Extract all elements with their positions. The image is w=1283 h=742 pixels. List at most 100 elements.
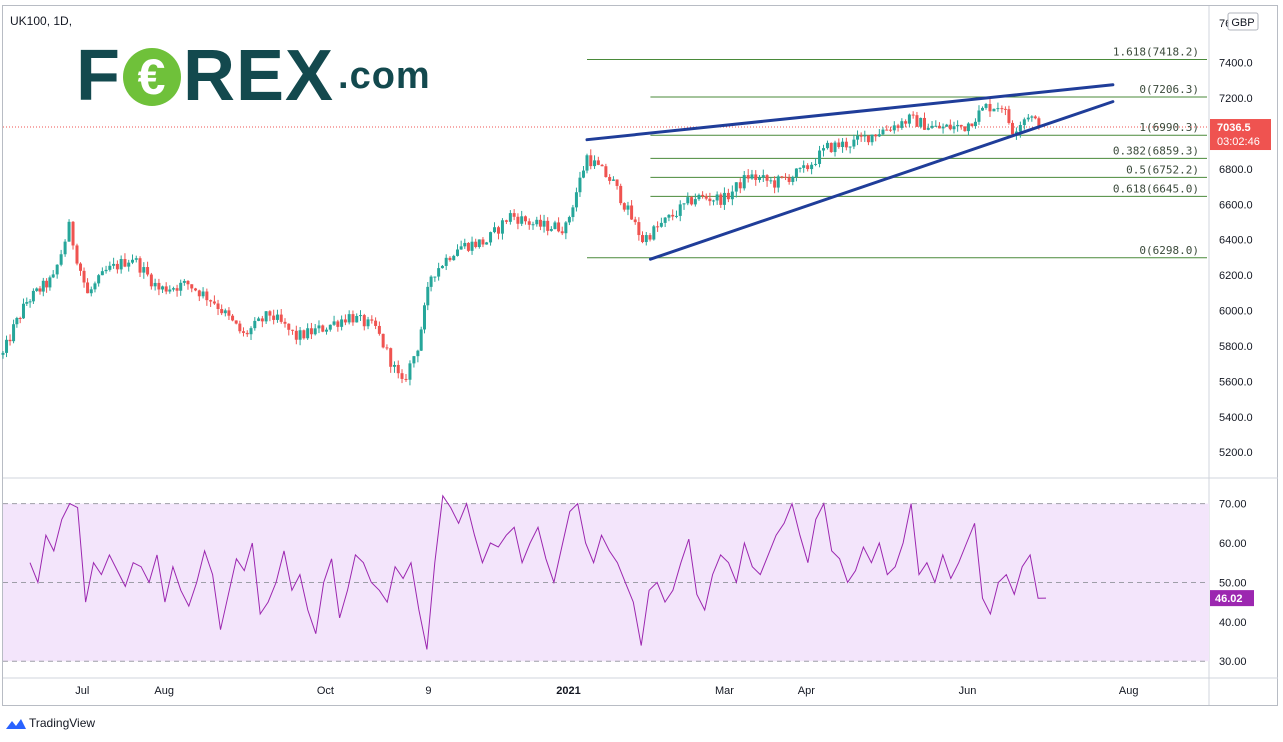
candle-body <box>306 328 310 339</box>
candle-body <box>977 110 981 122</box>
candle-body <box>611 179 615 181</box>
candle-body <box>194 288 198 291</box>
last-price-label: 7036.5 <box>1217 122 1251 134</box>
price-tick-label: 7200.0 <box>1219 93 1253 105</box>
candlestick-series <box>1 99 1041 386</box>
rsi-value-label: 46.02 <box>1215 593 1243 605</box>
candle-body <box>773 180 777 188</box>
rsi-tick-label: 70.00 <box>1219 499 1247 511</box>
candle-body <box>648 235 652 240</box>
candle-body <box>444 257 448 266</box>
candle-body <box>1030 116 1034 118</box>
candle-body <box>690 197 694 205</box>
candle-body <box>697 194 701 200</box>
candle-body <box>996 108 1000 110</box>
candle-body <box>504 220 508 222</box>
candle-body <box>630 205 634 220</box>
time-tick-label: Apr <box>798 685 815 697</box>
candle-body <box>919 117 923 127</box>
candle-body <box>907 114 911 124</box>
fib-level-label: 0(6298.0) <box>1139 244 1199 257</box>
candle-body <box>531 224 535 226</box>
candle-body <box>889 129 893 131</box>
candle-body <box>212 301 216 304</box>
candle-body <box>75 245 79 264</box>
candle-body <box>667 214 671 218</box>
logo-dotcom: .com <box>338 55 431 97</box>
candle-body <box>48 277 52 288</box>
candle-body <box>470 241 474 251</box>
candle-body <box>358 315 362 317</box>
symbol-title: UK100, 1D, <box>10 14 73 28</box>
currency-badge[interactable] <box>1227 12 1259 31</box>
countdown-label: 03:02:46 <box>1217 136 1260 148</box>
candle-body <box>164 286 168 292</box>
candle-body <box>416 350 420 357</box>
candle-body <box>138 258 142 273</box>
candle-body <box>571 207 575 218</box>
candle-body <box>45 280 49 288</box>
time-tick-label: Aug <box>154 685 174 697</box>
candle-body <box>302 330 306 339</box>
fib-level-label: 1(6990.3) <box>1139 121 1199 134</box>
candle-body <box>412 356 416 364</box>
candle-body <box>1033 116 1037 119</box>
candle-body <box>186 280 190 285</box>
candle-body <box>86 282 90 294</box>
price-tick-label: 6600.0 <box>1219 199 1253 211</box>
candle-body <box>520 216 524 224</box>
candle-body <box>915 115 919 127</box>
candle-body <box>926 127 930 130</box>
candle-body <box>201 291 205 297</box>
candle-body <box>493 227 497 233</box>
candle-body <box>182 280 186 283</box>
candle-body <box>564 222 568 234</box>
candle-body <box>220 309 224 314</box>
time-tick-label: Mar <box>715 685 734 697</box>
candle-body <box>542 220 546 227</box>
candle-body <box>291 329 295 331</box>
candle-body <box>652 226 656 240</box>
candle-body <box>426 286 430 306</box>
candle-body <box>512 213 516 217</box>
fib-level-label: 0(7206.3) <box>1139 83 1199 96</box>
candle-body <box>1 352 5 355</box>
candle-body <box>712 200 716 202</box>
candle-body <box>197 290 201 297</box>
candle-body <box>663 217 667 223</box>
candle-body <box>1018 125 1022 132</box>
candle-body <box>956 124 960 127</box>
candle-body <box>1007 109 1011 123</box>
fib-level-label: 0.5(6752.2) <box>1126 163 1199 176</box>
candle-body <box>734 182 738 192</box>
candle-body <box>981 107 985 111</box>
candle-body <box>18 317 22 319</box>
candle-body <box>28 301 32 303</box>
candle-body <box>12 324 16 342</box>
candle-body <box>385 347 389 349</box>
candle-body <box>619 185 623 204</box>
candle-body <box>856 135 860 140</box>
tradingview-brand[interactable]: TradingView <box>6 716 95 730</box>
candle-body <box>715 194 719 201</box>
candle-body <box>640 235 644 243</box>
candle-body <box>644 235 648 243</box>
price-tick-label: 6800.0 <box>1219 164 1253 176</box>
candle-body <box>404 378 408 380</box>
candle-body <box>848 146 852 148</box>
candle-body <box>604 166 608 178</box>
candle-body <box>419 329 423 351</box>
candle-body <box>508 213 512 222</box>
candle-body <box>8 339 12 342</box>
candle-body <box>765 175 769 181</box>
candle-body <box>287 323 291 330</box>
candle-body <box>963 126 967 132</box>
candle-body <box>437 268 441 277</box>
candle-body <box>988 104 992 112</box>
trendline-lower <box>648 100 1115 261</box>
candle-body <box>223 310 227 314</box>
candle-body <box>241 331 245 333</box>
candle-body <box>992 108 996 112</box>
candle-body <box>59 254 63 265</box>
